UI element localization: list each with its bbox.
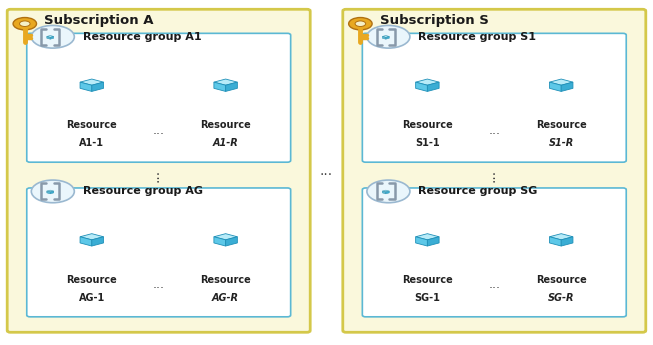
- Circle shape: [367, 26, 410, 48]
- Text: Resource group AG: Resource group AG: [83, 186, 203, 196]
- Text: Subscription A: Subscription A: [44, 14, 154, 27]
- Polygon shape: [416, 82, 427, 91]
- Text: SG-R: SG-R: [548, 293, 575, 303]
- Polygon shape: [214, 234, 237, 240]
- Circle shape: [13, 18, 37, 30]
- FancyBboxPatch shape: [7, 9, 310, 332]
- Polygon shape: [427, 237, 439, 246]
- Polygon shape: [561, 82, 573, 91]
- Polygon shape: [80, 237, 92, 246]
- Text: Resource group S1: Resource group S1: [419, 32, 536, 42]
- Polygon shape: [50, 191, 54, 194]
- Text: ···: ···: [320, 168, 333, 182]
- Text: S1-1: S1-1: [415, 138, 439, 148]
- Circle shape: [367, 180, 410, 203]
- Text: Subscription S: Subscription S: [380, 14, 489, 27]
- Text: S1-R: S1-R: [549, 138, 574, 148]
- Polygon shape: [50, 37, 54, 39]
- Text: Resource: Resource: [402, 120, 453, 130]
- Polygon shape: [549, 82, 561, 91]
- Text: A1-R: A1-R: [213, 138, 238, 148]
- Text: ···: ···: [487, 168, 502, 181]
- Polygon shape: [214, 237, 226, 246]
- Polygon shape: [386, 37, 389, 39]
- FancyBboxPatch shape: [362, 33, 626, 162]
- Text: Resource: Resource: [67, 120, 117, 130]
- Polygon shape: [226, 237, 237, 246]
- Polygon shape: [549, 237, 561, 246]
- Polygon shape: [416, 234, 439, 240]
- Polygon shape: [47, 191, 50, 194]
- Text: A1-1: A1-1: [79, 138, 104, 148]
- Polygon shape: [47, 190, 54, 192]
- Polygon shape: [561, 237, 573, 246]
- Circle shape: [31, 26, 74, 48]
- Text: ···: ···: [488, 282, 500, 295]
- Text: Resource: Resource: [67, 275, 117, 285]
- Polygon shape: [80, 234, 104, 240]
- Text: AG-R: AG-R: [212, 293, 239, 303]
- Text: Resource: Resource: [536, 275, 586, 285]
- Polygon shape: [47, 37, 50, 39]
- Text: Resource: Resource: [402, 275, 453, 285]
- Polygon shape: [549, 234, 573, 240]
- Polygon shape: [427, 82, 439, 91]
- FancyBboxPatch shape: [27, 33, 291, 162]
- Polygon shape: [383, 37, 386, 39]
- Text: AG-1: AG-1: [78, 293, 105, 303]
- Polygon shape: [549, 79, 573, 85]
- Polygon shape: [386, 191, 389, 194]
- FancyBboxPatch shape: [27, 188, 291, 317]
- Polygon shape: [416, 79, 439, 85]
- Text: Resource: Resource: [200, 275, 251, 285]
- Polygon shape: [214, 79, 237, 85]
- Polygon shape: [80, 82, 92, 91]
- Text: Resource: Resource: [200, 120, 251, 130]
- Polygon shape: [92, 82, 104, 91]
- Polygon shape: [92, 237, 104, 246]
- Text: Resource: Resource: [536, 120, 586, 130]
- Polygon shape: [80, 79, 104, 85]
- Circle shape: [349, 18, 372, 30]
- Polygon shape: [383, 36, 389, 37]
- Circle shape: [20, 21, 30, 27]
- FancyBboxPatch shape: [362, 188, 626, 317]
- Polygon shape: [383, 190, 389, 192]
- Polygon shape: [383, 191, 386, 194]
- Text: ···: ···: [153, 128, 165, 141]
- Text: ···: ···: [153, 282, 165, 295]
- FancyBboxPatch shape: [343, 9, 646, 332]
- Circle shape: [31, 180, 74, 203]
- Polygon shape: [416, 237, 427, 246]
- Polygon shape: [226, 82, 237, 91]
- Text: Resource group SG: Resource group SG: [419, 186, 538, 196]
- Polygon shape: [214, 82, 226, 91]
- Text: ···: ···: [151, 168, 166, 181]
- Text: Resource group A1: Resource group A1: [83, 32, 201, 42]
- Polygon shape: [47, 36, 54, 37]
- Circle shape: [355, 21, 366, 27]
- Text: SG-1: SG-1: [415, 293, 440, 303]
- Text: ···: ···: [488, 128, 500, 141]
